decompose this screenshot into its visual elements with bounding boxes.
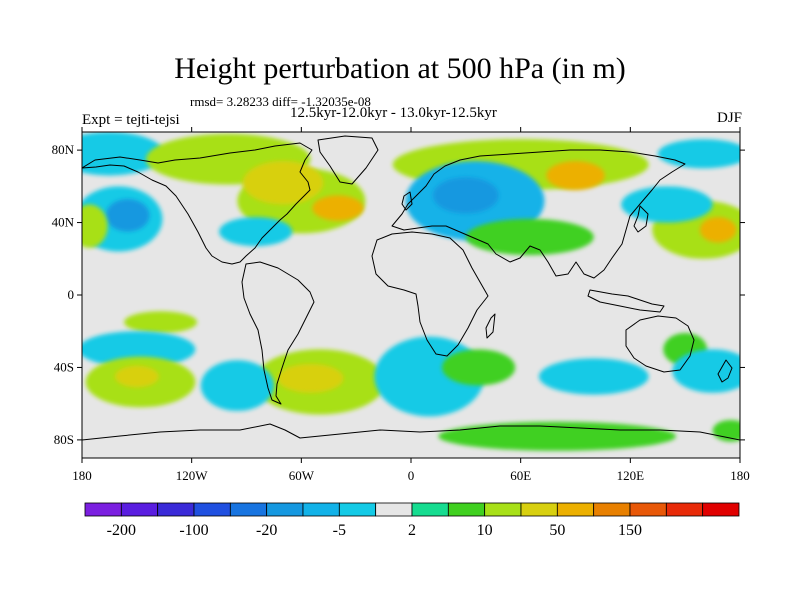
- anomaly-region-27: [442, 349, 516, 386]
- x-tick-label: 120W: [176, 468, 209, 483]
- anomaly-region-30: [672, 349, 740, 393]
- coastline-japan: [633, 205, 649, 233]
- colorbar-swatch: [375, 502, 413, 517]
- anomaly-region-12: [105, 199, 150, 232]
- coastline-north-america: [82, 142, 313, 265]
- anomaly-region-17: [621, 186, 713, 223]
- colorbar-swatch: [157, 502, 195, 517]
- colorbar-swatch: [193, 502, 231, 517]
- colorbar: -200 -100 -20 -5 2 10 50 150: [84, 502, 740, 539]
- coastline-madagascar: [485, 313, 496, 339]
- colorbar-label: -5: [333, 522, 346, 539]
- y-tick-label: 40S: [54, 359, 74, 374]
- colorbar-swatch: [338, 502, 377, 517]
- colorbar-label: -100: [179, 522, 208, 539]
- coastline-africa: [371, 231, 489, 357]
- axis-ticks: 180 120W 60W 0 60E 120E 180 80N 40N 0 40S 80S: [52, 127, 750, 483]
- coastline-australia: [625, 315, 695, 373]
- anomaly-region-13: [82, 204, 108, 248]
- anomaly-region-1: [82, 132, 165, 176]
- x-tick-label: 0: [408, 468, 415, 483]
- colorbar-swatch: [629, 502, 667, 517]
- colorbar-swatch: [556, 502, 595, 517]
- coastline-uk: [401, 191, 413, 211]
- colorbar-swatch: [520, 502, 558, 517]
- y-tick-label: 80N: [52, 142, 75, 157]
- x-tick-label: 120E: [617, 468, 645, 483]
- colorbar-swatch: [84, 502, 122, 517]
- rmsd-stats: rmsd= 3.28233 diff= -1.32035e-08: [190, 94, 371, 109]
- x-tick-label: 60W: [289, 468, 315, 483]
- coastline-antarctica: [82, 423, 740, 441]
- colorbar-swatch: [229, 502, 268, 517]
- colorbar-label: 10: [477, 522, 493, 539]
- x-tick-label: 180: [730, 468, 750, 483]
- colorbar-swatch: [447, 502, 486, 517]
- anomaly-region-20: [82, 331, 196, 368]
- coastline-south-america: [241, 261, 315, 405]
- anomaly-region-19: [124, 311, 198, 334]
- plot-subtitle: 12.5kyr-12.0kyr - 13.0kyr-12.5kyr: [290, 105, 497, 121]
- experiment-label: Expt = tejti-tejsi: [82, 112, 180, 128]
- colorbar-swatch: [411, 502, 449, 517]
- coastlines: [82, 135, 740, 441]
- anomaly-fields: [82, 132, 740, 451]
- y-tick-label: 0: [68, 287, 75, 302]
- y-tick-label: 80S: [54, 432, 74, 447]
- colorbar-swatch: [702, 502, 740, 517]
- colorbar-label: -20: [256, 522, 277, 539]
- colorbar-swatch: [593, 502, 631, 517]
- y-tick-label: 40N: [52, 215, 75, 230]
- plot-title: Height perturbation at 500 hPa (in m): [174, 52, 626, 85]
- colorbar-swatch: [302, 502, 340, 517]
- anomaly-region-22: [114, 365, 159, 388]
- x-tick-label: 60E: [510, 468, 531, 483]
- anomaly-region-24: [277, 363, 344, 393]
- colorbar-label: 150: [618, 522, 642, 539]
- coastline-eurasia: [391, 149, 686, 279]
- colorbar-swatch: [665, 502, 704, 517]
- coastline-indonesia: [587, 289, 665, 313]
- season-label: DJF: [716, 110, 742, 126]
- colorbar-swatch: [120, 502, 159, 517]
- anomaly-region-10: [465, 218, 594, 256]
- anomaly-region-7: [546, 160, 605, 190]
- anomaly-region-5: [312, 195, 364, 221]
- coastline-greenland: [317, 135, 379, 185]
- colorbar-label: -200: [107, 522, 136, 539]
- colorbar-swatch: [484, 502, 522, 517]
- x-tick-label: 180: [72, 468, 92, 483]
- anomaly-region-9: [432, 177, 499, 214]
- anomaly-region-14: [219, 217, 293, 247]
- anomaly-region-4: [242, 160, 324, 205]
- anomaly-region-18: [657, 139, 740, 169]
- anomaly-region-16: [699, 217, 737, 243]
- colorbar-label: 2: [408, 522, 416, 539]
- anomaly-region-28: [538, 358, 649, 395]
- anomaly-region-25: [200, 360, 274, 411]
- colorbar-swatch: [266, 502, 304, 517]
- anomaly-region-31: [438, 421, 677, 451]
- coastline-new-zealand: [717, 359, 733, 383]
- colorbar-label: 50: [549, 522, 565, 539]
